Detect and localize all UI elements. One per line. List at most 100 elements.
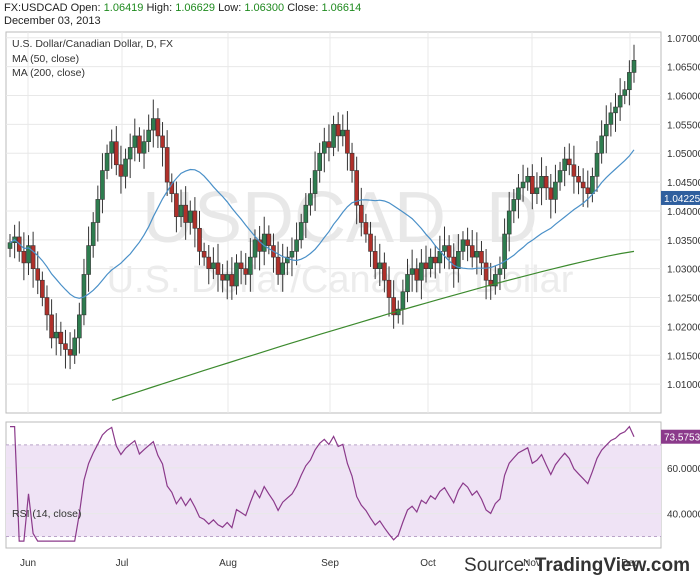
candle-body [594, 152, 600, 177]
low-value: 1.06300 [244, 2, 285, 14]
candle-body [312, 170, 318, 194]
candle-body [414, 268, 420, 281]
close-value: 1.06614 [321, 2, 362, 14]
candle-body [571, 164, 577, 177]
candle-body [442, 245, 447, 252]
candle-body [100, 170, 105, 200]
source-prefix: Source: [464, 555, 530, 576]
candle-body [44, 297, 50, 316]
candle-body [118, 164, 124, 177]
source-brand: TradingView.com [534, 555, 690, 576]
ma200-legend: MA (200, close) [12, 67, 85, 79]
candle-body [58, 331, 64, 345]
candle-body [419, 262, 424, 281]
candle-body [386, 279, 392, 298]
candle-body [497, 268, 503, 275]
candle-body [261, 233, 267, 252]
open-value: 1.06419 [103, 2, 144, 14]
candle-body [132, 135, 138, 148]
candle-body [30, 245, 36, 269]
ohlc-header: FX:USDCAD Open: 1.06419 High: 1.06629 Lo… [4, 2, 361, 14]
candle-body [104, 152, 110, 171]
candle-body [289, 251, 295, 258]
candle-body [479, 251, 484, 264]
candle-body [372, 251, 378, 269]
candle-body [599, 135, 604, 154]
candle-body [590, 176, 595, 194]
candle-body [493, 274, 498, 287]
candle-body [86, 245, 91, 275]
candle-body [322, 141, 327, 154]
candle-body [349, 152, 355, 171]
candle-body [511, 199, 517, 212]
rsi-badge-value: 73.5753 [664, 433, 700, 444]
candle-body [234, 262, 239, 287]
candle-body [326, 141, 332, 148]
candle-body [525, 176, 530, 183]
candle-body [229, 274, 235, 287]
candle-body [608, 112, 614, 125]
symbol: FX:USDCAD [4, 2, 68, 14]
candle-body [63, 343, 68, 350]
candle-body [81, 274, 87, 316]
candle-body [201, 251, 207, 258]
candle-body [483, 262, 489, 281]
candle-body [400, 291, 406, 310]
source-credit: Source: TradingView.com [464, 555, 690, 577]
price-tick-label: 1.07000 [667, 34, 700, 45]
candle-body [409, 268, 415, 275]
candle-body [77, 314, 82, 339]
candle-body [622, 89, 628, 96]
candle-body [613, 106, 618, 114]
candle-body [534, 187, 540, 194]
candle-body [123, 158, 128, 177]
candle-body [114, 141, 119, 166]
candle-body [580, 181, 586, 189]
candle-body [335, 124, 341, 137]
candle-body [280, 262, 286, 275]
candle-body [446, 245, 452, 258]
price-tick-label: 1.03000 [667, 265, 700, 276]
candle-body [72, 337, 78, 356]
candle-body [562, 158, 567, 171]
candle-body [553, 181, 558, 200]
candle-body [35, 268, 41, 281]
candle-body [405, 274, 410, 293]
ma50-line [9, 149, 635, 299]
candle-body [516, 187, 521, 200]
candle-body [146, 129, 151, 142]
candle-body [53, 331, 59, 339]
candle-body [331, 124, 336, 148]
candle-body [340, 129, 346, 137]
candle-body [275, 256, 281, 275]
price-tick-label: 1.06000 [667, 92, 700, 103]
candle-body [488, 279, 494, 287]
candle-body [49, 314, 54, 339]
price-tick-label: 1.03500 [667, 236, 700, 247]
price-tick-label: 1.02000 [667, 322, 700, 333]
rsi-band [6, 444, 661, 537]
candle-body [155, 118, 161, 137]
candle-body [617, 95, 623, 108]
candle-body [127, 147, 133, 160]
rsi-tick-label: 40.0000 [667, 510, 700, 521]
candle-body [285, 256, 290, 264]
price-tick-label: 1.05000 [667, 149, 700, 160]
candle-body [465, 239, 470, 246]
candle-body [627, 72, 632, 91]
candle-body [224, 274, 230, 281]
price-tick-label: 1.01000 [667, 380, 700, 391]
candle-body [174, 193, 179, 218]
candle-body [21, 251, 27, 264]
candle-body [109, 141, 114, 154]
candle-body [368, 233, 373, 252]
candle-body [474, 251, 480, 258]
candle-body [90, 222, 96, 246]
candle-body [423, 262, 429, 269]
candle-body [266, 233, 272, 246]
candle-body [460, 239, 466, 252]
x-tick-label: Jun [20, 558, 36, 569]
price-tick-label: 1.06500 [667, 63, 700, 74]
candle-body [178, 204, 184, 218]
candle-body [164, 147, 170, 183]
